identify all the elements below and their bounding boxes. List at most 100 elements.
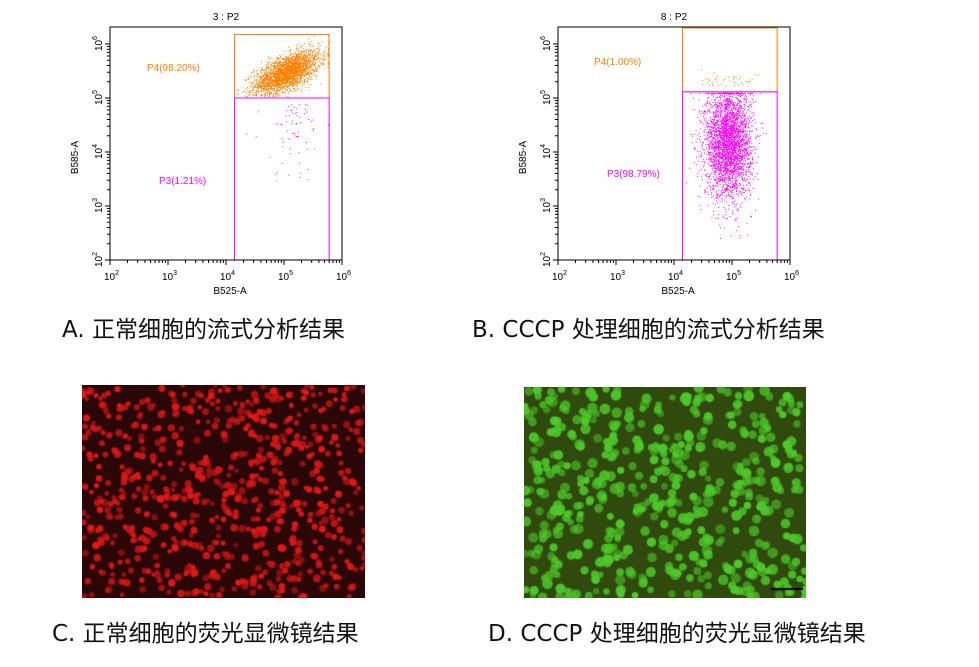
data-point [723,136,725,138]
data-point [708,125,710,127]
data-point [265,80,267,82]
data-point [305,49,307,51]
data-point [293,83,295,85]
data-point [722,129,724,131]
data-point [737,135,739,137]
data-point [748,163,750,165]
data-point [294,84,296,85]
data-point [727,159,729,161]
data-point [291,71,293,73]
data-point [274,61,276,63]
data-point [723,171,725,173]
data-point [734,132,736,134]
data-point [249,91,251,93]
data-point [733,127,735,128]
data-point [741,101,742,103]
data-point [703,130,705,132]
data-point [730,159,732,161]
data-point [292,75,294,77]
data-point [713,121,714,123]
data-point [273,79,275,81]
data-point [304,79,306,81]
data-point [750,149,752,151]
data-point [702,142,704,144]
data-point [726,141,728,143]
data-point [730,189,732,190]
data-point [738,155,740,157]
data-point [701,122,703,124]
data-point [298,54,300,56]
data-point [317,42,319,44]
data-point [299,64,301,66]
data-point [710,92,712,94]
data-point [271,86,273,88]
data-point [749,139,751,141]
data-point [307,81,309,83]
data-point [308,44,310,46]
data-point [725,121,727,122]
data-point [711,162,713,163]
data-point [726,154,728,156]
data-point [304,56,306,58]
data-point [289,70,290,72]
data-point [309,79,311,81]
data-point [731,115,733,117]
data-point [712,142,714,144]
data-point [716,196,718,198]
data-point [740,107,742,109]
data-point [299,70,300,72]
data-point [697,175,699,177]
data-point [252,95,254,96]
data-point [715,106,717,108]
data-point [727,172,729,174]
gate-p3[interactable] [233,97,330,261]
data-point [714,148,716,150]
data-point [762,127,764,129]
data-point [730,142,732,144]
data-point [705,138,707,140]
data-point [296,59,298,61]
data-point [293,77,295,79]
data-point [709,142,711,144]
data-point [293,53,295,55]
data-point [721,178,723,180]
data-point [302,71,303,73]
data-point [714,155,716,156]
data-point [714,104,716,105]
data-point [738,126,740,128]
data-point [287,61,289,63]
data-point [291,68,293,70]
data-point [747,142,749,144]
data-point [738,147,740,149]
data-point [711,131,713,133]
data-point [708,92,709,94]
data-point [727,115,729,117]
data-point [293,88,295,90]
data-point [271,69,273,71]
data-point [310,72,312,74]
data-point [710,151,712,153]
data-point [272,64,274,66]
data-point [752,125,754,127]
data-point [275,90,277,91]
data-point [249,86,251,88]
data-point [314,56,316,58]
data-point [310,121,312,123]
data-point [716,163,717,165]
data-point [306,66,308,68]
data-point [734,139,736,140]
data-point [711,120,713,122]
data-point [288,78,290,80]
data-point [717,93,719,95]
data-point [259,79,261,81]
data-point [711,161,713,163]
data-point [720,157,722,159]
data-point [295,59,297,61]
data-point [284,76,286,78]
data-point [718,156,720,158]
data-point [275,91,277,93]
data-point [264,87,266,89]
data-point [737,119,739,120]
scatter-points [237,35,329,182]
data-point [739,237,741,239]
